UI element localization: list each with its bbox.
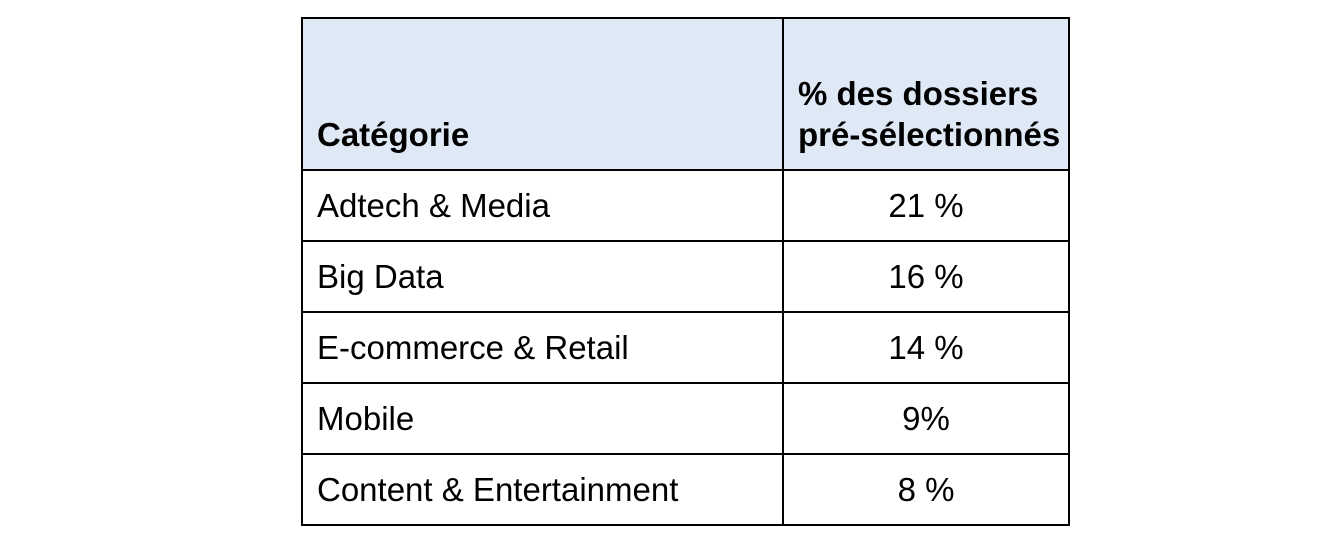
cell-percent: 14 % bbox=[782, 311, 1070, 384]
table-row: Mobile 9% bbox=[301, 382, 1070, 455]
table-body: Adtech & Media 21 % Big Data 16 % E-comm… bbox=[301, 169, 1070, 526]
data-table-container: Catégorie % des dossiers pré-sélectionné… bbox=[301, 17, 1070, 526]
table-row: Content & Entertainment 8 % bbox=[301, 453, 1070, 526]
cell-percent: 9% bbox=[782, 382, 1070, 455]
cell-category: Adtech & Media bbox=[301, 169, 784, 242]
table-row: Big Data 16 % bbox=[301, 240, 1070, 313]
categories-table: Catégorie % des dossiers pré-sélectionné… bbox=[301, 17, 1070, 526]
cell-percent: 16 % bbox=[782, 240, 1070, 313]
cell-category: Content & Entertainment bbox=[301, 453, 784, 526]
table-header: Catégorie % des dossiers pré-sélectionné… bbox=[301, 17, 1070, 171]
table-row: Adtech & Media 21 % bbox=[301, 169, 1070, 242]
table-row: E-commerce & Retail 14 % bbox=[301, 311, 1070, 384]
cell-percent: 21 % bbox=[782, 169, 1070, 242]
header-percent: % des dossiers pré-sélectionnés bbox=[782, 17, 1070, 171]
header-category: Catégorie bbox=[301, 17, 784, 171]
header-row: Catégorie % des dossiers pré-sélectionné… bbox=[301, 17, 1070, 171]
cell-percent: 8 % bbox=[782, 453, 1070, 526]
cell-category: Big Data bbox=[301, 240, 784, 313]
cell-category: E-commerce & Retail bbox=[301, 311, 784, 384]
cell-category: Mobile bbox=[301, 382, 784, 455]
